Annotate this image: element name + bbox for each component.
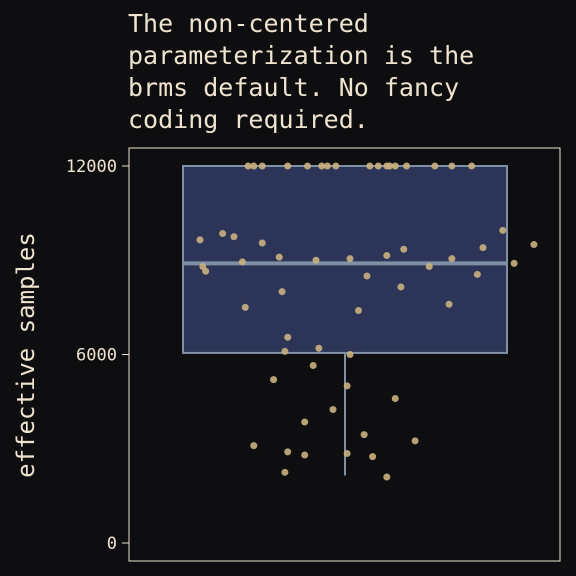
- data-point-12: [391, 162, 399, 170]
- title-line-1: The non-centered: [128, 9, 369, 38]
- data-point-24: [499, 226, 507, 234]
- data-point-44: [315, 344, 323, 352]
- data-point-34: [448, 255, 456, 263]
- data-point-56: [301, 451, 309, 459]
- data-point-50: [329, 405, 337, 413]
- data-point-5: [318, 162, 326, 170]
- y-axis: 0 6000 12000: [66, 157, 129, 554]
- data-point-36: [510, 259, 518, 267]
- data-point-54: [411, 437, 419, 445]
- data-point-53: [250, 442, 258, 450]
- data-point-46: [309, 361, 317, 369]
- data-point-37: [241, 303, 249, 311]
- data-point-45: [346, 351, 354, 358]
- data-point-9: [374, 162, 382, 170]
- data-point-40: [397, 283, 405, 291]
- data-point-41: [445, 300, 453, 308]
- y-tick-label-2: 12000: [66, 157, 117, 177]
- data-point-1: [250, 162, 258, 170]
- data-point-49: [391, 394, 399, 402]
- data-point-14: [431, 162, 439, 170]
- title-line-2: parameterization is the: [128, 41, 474, 70]
- data-point-33: [425, 263, 433, 271]
- data-point-51: [301, 418, 309, 426]
- data-point-8: [366, 162, 374, 170]
- data-point-16: [468, 162, 476, 170]
- data-point-21: [383, 252, 391, 260]
- data-point-7: [332, 162, 340, 170]
- data-point-52: [360, 431, 368, 439]
- data-point-47: [270, 376, 278, 384]
- data-point-18: [219, 230, 227, 238]
- chart-title: The non-centered parameterization is the…: [128, 9, 474, 134]
- y-tick-label-1: 6000: [76, 346, 117, 366]
- data-point-60: [383, 473, 391, 481]
- data-point-31: [346, 255, 354, 263]
- data-point-6: [323, 162, 331, 170]
- data-point-48: [343, 382, 351, 390]
- data-point-13: [403, 162, 411, 170]
- data-point-20: [258, 239, 266, 247]
- box-iqr: [182, 165, 508, 354]
- data-point-39: [354, 307, 362, 315]
- data-point-43: [281, 347, 289, 355]
- data-point-11: [386, 162, 394, 170]
- data-point-2: [258, 162, 266, 170]
- data-point-35: [473, 270, 481, 278]
- data-point-38: [278, 288, 286, 296]
- y-tick-label-0: 0: [107, 534, 117, 554]
- title-line-4: coding required.: [128, 105, 369, 134]
- data-point-57: [343, 449, 351, 457]
- data-point-29: [275, 253, 283, 261]
- data-point-22: [400, 245, 408, 253]
- data-point-58: [369, 453, 377, 461]
- title-line-3: brms default. No fancy: [128, 73, 459, 102]
- data-point-4: [304, 162, 312, 170]
- data-point-42: [284, 333, 292, 341]
- data-point-0: [244, 162, 252, 170]
- data-point-28: [238, 258, 246, 266]
- data-points: [196, 162, 538, 481]
- data-point-25: [530, 241, 538, 249]
- data-point-19: [230, 233, 238, 241]
- box-plot: [182, 165, 508, 476]
- data-point-15: [448, 162, 456, 170]
- data-point-3: [284, 162, 292, 170]
- data-point-30: [312, 256, 320, 264]
- data-point-32: [363, 272, 371, 280]
- y-axis-title: effective samples: [12, 232, 40, 478]
- data-point-55: [284, 448, 292, 456]
- data-point-27: [202, 267, 210, 275]
- data-point-17: [196, 236, 204, 244]
- data-point-23: [479, 244, 487, 252]
- data-point-59: [281, 468, 289, 476]
